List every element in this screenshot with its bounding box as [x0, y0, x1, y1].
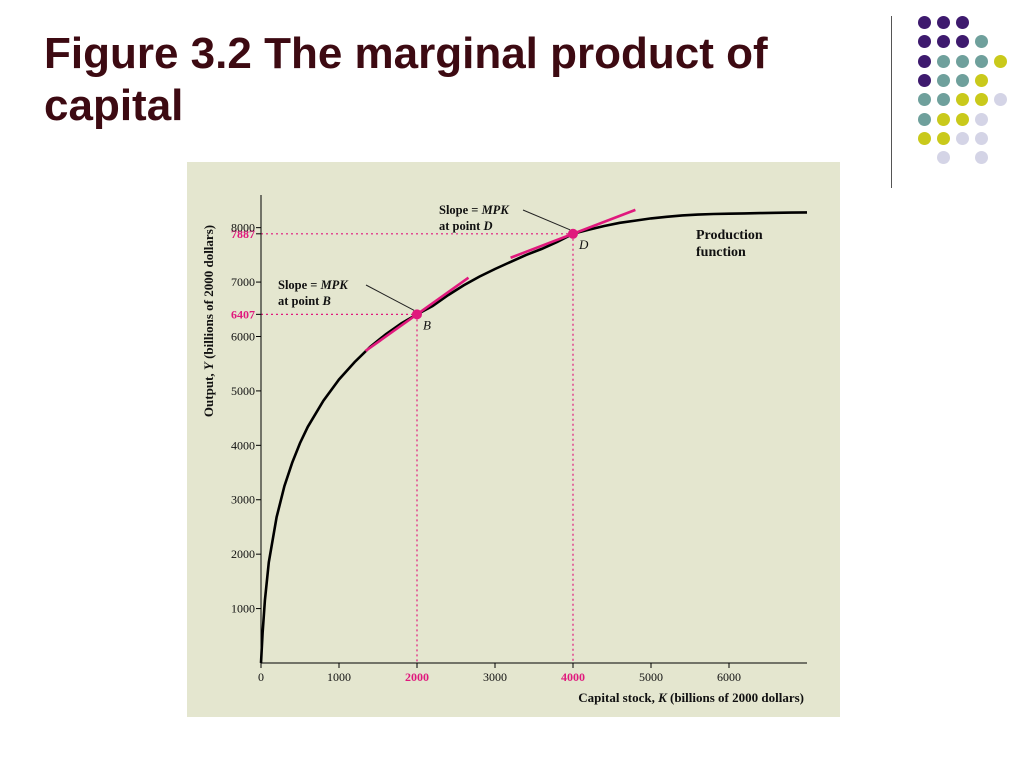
- decor-dot: [956, 16, 969, 29]
- y-tick-label: 2000: [231, 547, 255, 561]
- decor-dot: [937, 112, 950, 126]
- x-ticks: 0 1000 2000 3000 4000 5000 6000: [258, 663, 741, 684]
- x-axis-label: Capital stock, K (billions of 2000 dolla…: [578, 690, 804, 705]
- decor-dot: [937, 93, 950, 107]
- guide-lines: [261, 233, 574, 663]
- decor-dot: [937, 73, 950, 87]
- y-tick-label: 7000: [231, 275, 255, 289]
- decor-dot: [937, 35, 950, 49]
- decor-dot: [937, 151, 950, 165]
- slope-annotation: Slope = MPK: [278, 278, 349, 292]
- x-tick-label: 0: [258, 670, 264, 684]
- decor-dot: [956, 35, 969, 49]
- annotation-leader: [522, 209, 571, 231]
- point-label: B: [423, 317, 431, 332]
- figure-caption: The marginal product of capital: [44, 29, 768, 130]
- x-tick-label: 2000: [405, 670, 429, 684]
- slope-annotation-line2: at point D: [439, 219, 492, 233]
- decor-dot: [975, 93, 988, 107]
- annotations: Slope = MPK at point B Slope = MPK at point…: [278, 203, 571, 311]
- decor-dot: [918, 73, 931, 87]
- decor-dot: [956, 112, 969, 126]
- figure-number: Figure 3.2: [44, 29, 252, 78]
- annotation-leader: [365, 284, 415, 311]
- slide-title: Figure 3.2 The marginal product of capit…: [44, 28, 844, 132]
- chart-panel: 0 1000 2000 3000 4000 5000 6000 1000 2000 3000 40…: [187, 162, 840, 717]
- decor-dot: [975, 35, 988, 49]
- y-tick-label: 6000: [231, 329, 255, 343]
- tangent-lines: [364, 208, 636, 353]
- decor-dot: [975, 131, 988, 145]
- decor-dot: [918, 35, 931, 49]
- decor-dot: [994, 93, 1007, 107]
- decor-dot: [937, 54, 950, 68]
- decor-dot: [918, 16, 931, 29]
- x-tick-label: 6000: [717, 670, 741, 684]
- axes: [260, 195, 807, 664]
- decor-dot: [975, 151, 988, 165]
- marginal-product-chart: 0 1000 2000 3000 4000 5000 6000 1000 2000 3000 40…: [201, 195, 808, 705]
- series-label: Production function: [696, 228, 763, 260]
- decor-dot: [918, 131, 931, 145]
- decor-dot: [956, 131, 969, 145]
- title-divider: [891, 16, 892, 188]
- y-axis-label: Output, Y (billions of 2000 dollars): [201, 225, 216, 417]
- decor-dot: [937, 131, 950, 145]
- decor-dot: [956, 93, 969, 107]
- y-tick-label: 8000: [231, 221, 255, 235]
- x-tick-label: 4000: [561, 670, 585, 684]
- decor-dot: [956, 73, 969, 87]
- point-marker: [568, 228, 578, 239]
- decor-dot: [975, 54, 988, 68]
- y-tick-label: 3000: [231, 493, 255, 507]
- decor-dot: [918, 93, 931, 107]
- decor-dot: [975, 73, 988, 87]
- slope-annotation: Slope = MPK: [439, 203, 510, 217]
- x-tick-label: 3000: [483, 670, 507, 684]
- y-tick-label: 1000: [231, 602, 255, 616]
- points: BD: [412, 228, 589, 332]
- y-tick-label: 7887: [231, 227, 255, 241]
- y-tick-label: 5000: [231, 384, 255, 398]
- x-tick-label: 5000: [639, 670, 663, 684]
- y-tick-label: 4000: [231, 438, 255, 452]
- point-label: D: [578, 237, 589, 252]
- x-tick-label: 1000: [327, 670, 351, 684]
- y-tick-label: 6407: [231, 307, 255, 321]
- production-function-curve: [259, 211, 808, 664]
- slope-annotation-line2: at point B: [278, 294, 331, 308]
- decor-dot: [937, 16, 950, 29]
- point-marker: [412, 309, 422, 320]
- decor-dot: [956, 54, 969, 68]
- decor-dot: [975, 112, 988, 126]
- decor-dot: [918, 54, 931, 68]
- decor-dot: [994, 54, 1007, 68]
- decor-dot: [918, 112, 931, 126]
